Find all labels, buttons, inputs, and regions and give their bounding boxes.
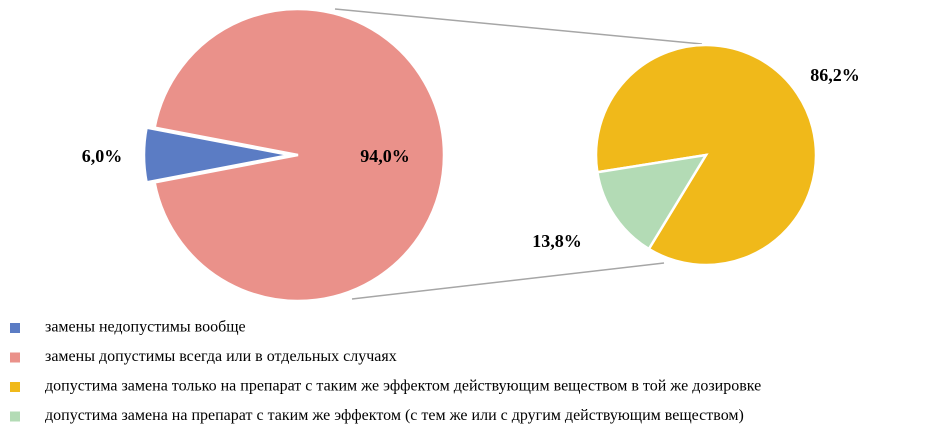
pie-slice	[595, 153, 709, 251]
legend-label: допустима замена на препарат с таким же …	[45, 407, 744, 424]
legend-label: замены недопустимы вообще	[45, 319, 246, 336]
legend-label: допустима замена только на препарат с та…	[45, 378, 761, 395]
connector-line	[351, 262, 665, 300]
connector-line	[334, 8, 703, 45]
pie-slice	[142, 126, 291, 184]
legend-swatch	[10, 352, 20, 363]
value-label: 94,0%	[360, 146, 410, 166]
value-label: 6,0%	[82, 146, 123, 166]
legend-label: замены допустимы всегда или в отдельных …	[45, 348, 397, 365]
pie-slice	[153, 7, 446, 303]
value-label: 13,8%	[532, 231, 582, 251]
value-label: 86,2%	[810, 65, 860, 85]
legend-swatch	[10, 411, 20, 422]
pie-slice	[594, 43, 818, 267]
legend-swatch	[10, 323, 20, 333]
legend-swatch	[10, 382, 20, 392]
